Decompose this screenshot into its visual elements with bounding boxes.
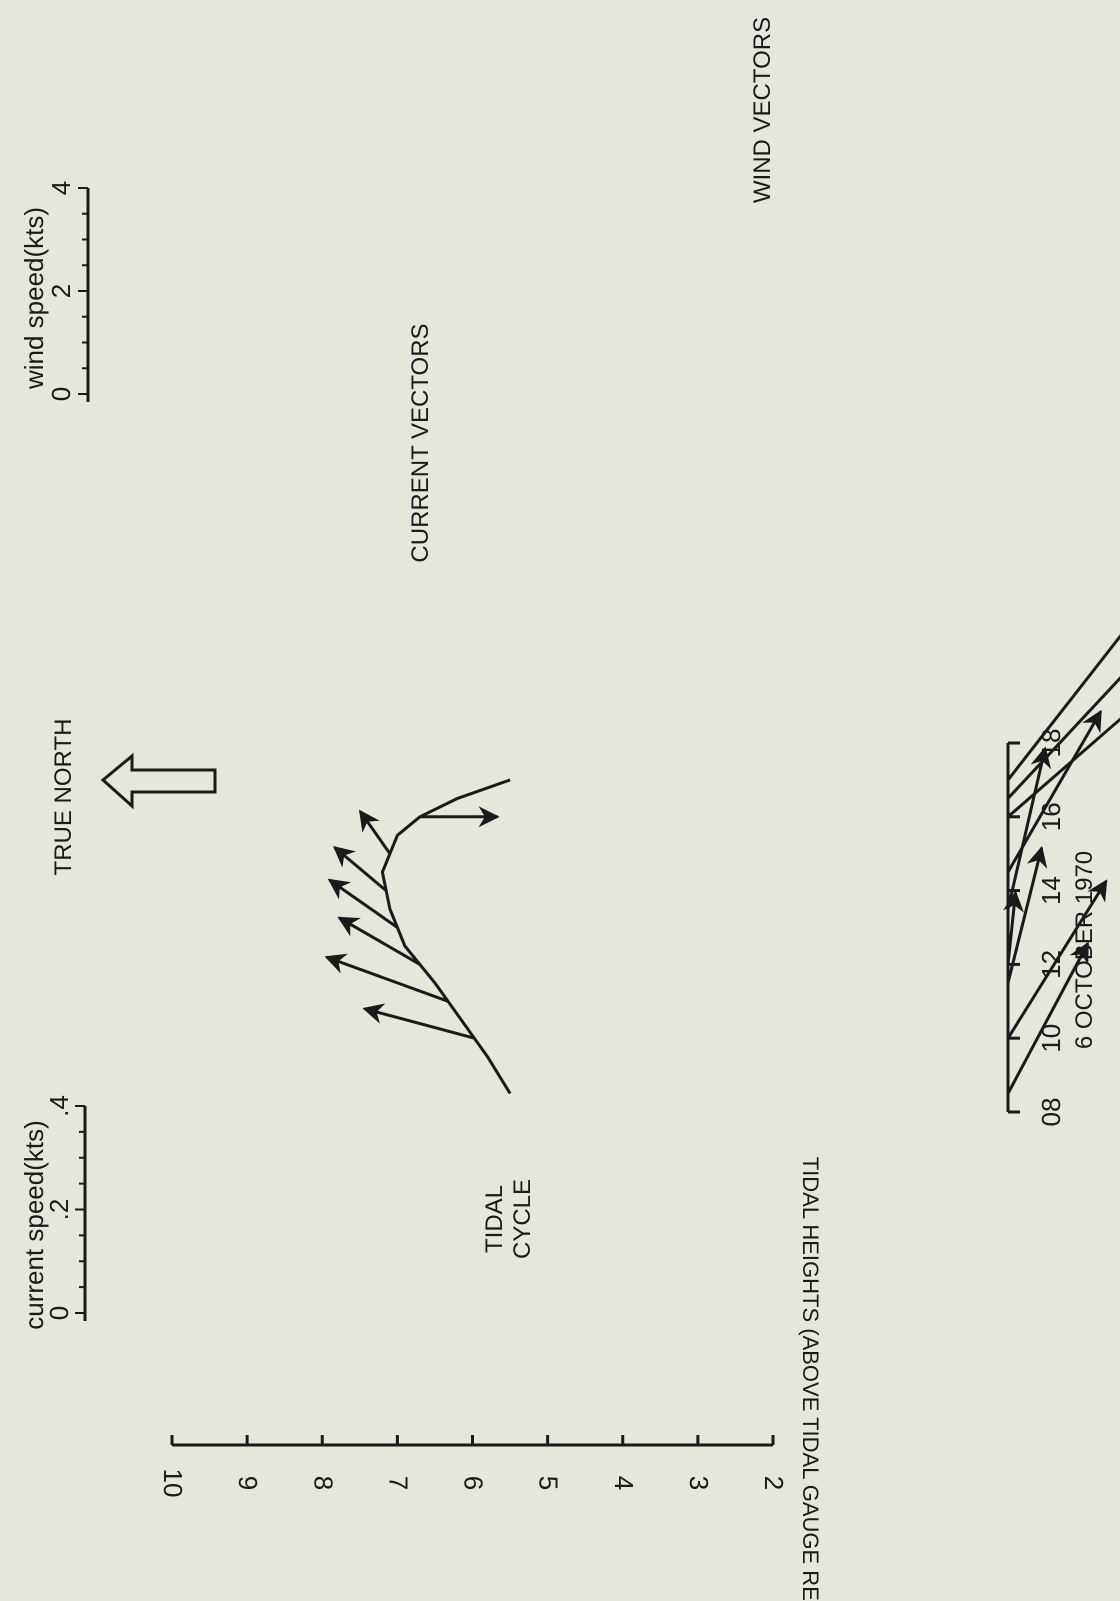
- tidal-height-tick-label: 2: [759, 1476, 789, 1490]
- tidal-height-tick-label: 7: [383, 1476, 413, 1490]
- tidal-height-tick-label: 6: [459, 1476, 489, 1490]
- wind-vector-arrow: [1007, 717, 1120, 818]
- current-speed-scale-tick-label: .2: [44, 1199, 74, 1221]
- wind-vector-arrow: [1006, 709, 1102, 873]
- current-vector-arrow: [358, 809, 392, 855]
- wind-speed-scale-tick-label: 4: [46, 181, 76, 195]
- current-vector-arrow: [327, 878, 399, 929]
- time-tick-label: 10: [1036, 1024, 1066, 1053]
- wind-vector-arrow: [1006, 746, 1052, 910]
- current-vectors-label: CURRENT VECTORS: [407, 323, 434, 562]
- time-tick-label: 14: [1036, 876, 1066, 905]
- tidal-height-axis-title: TIDAL HEIGHTS (ABOVE TIDAL GAUGE REF.): [798, 1157, 823, 1601]
- current-vector-arrow: [324, 953, 449, 1003]
- tidal-cycle-label-line1: TIDAL: [481, 1185, 508, 1253]
- current-speed-scale-tick-label: .4: [44, 1095, 74, 1117]
- tidal-cycle-curve: [380, 778, 512, 1095]
- wind-vector-arrow: [1006, 941, 1090, 1095]
- wind-vectors-label: WIND VECTORS: [749, 17, 776, 203]
- current-vector-arrow: [362, 1003, 475, 1040]
- tidal-height-tick-label: 8: [308, 1476, 338, 1490]
- wind-speed-scale-label: wind speed(kts): [19, 207, 49, 390]
- wind-vectors: [1003, 634, 1120, 1095]
- current-vectors: [324, 806, 500, 1040]
- tidal-height-tick-label: 10: [158, 1469, 188, 1498]
- wind-speed-scale-tick-label: 0: [46, 387, 76, 401]
- wind-speed-scale: 0 2 4: [46, 181, 90, 402]
- wind-vector-arrow: [1006, 634, 1120, 781]
- wind-vector-arrow: [1003, 890, 1024, 965]
- current-vector-arrow: [337, 916, 421, 966]
- tidal-cycle-label-line2: CYCLE: [509, 1179, 536, 1259]
- wind-vector-arrow: [1006, 879, 1108, 1039]
- current-vector-arrow: [332, 846, 388, 892]
- tidal-cycle-line: [380, 778, 512, 1095]
- wind-vector-arrow: [1006, 676, 1120, 800]
- tidal-height-tick-label: 5: [534, 1476, 564, 1490]
- current-speed-scale: 0 .2 .4: [44, 1095, 87, 1321]
- current-speed-scale-tick-label: 0: [44, 1306, 74, 1320]
- tidal-height-tick-label: 4: [609, 1476, 639, 1490]
- true-north-arrow-icon: [100, 752, 217, 810]
- time-tick-label: 08: [1036, 1098, 1066, 1127]
- true-north-label: TRUE NORTH: [50, 719, 77, 876]
- tidal-height-axis: 10 9 8 7 6 5 4 3 2: [158, 1435, 789, 1497]
- wind-vector-arrow: [1006, 845, 1048, 984]
- tidal-height-tick-label: 9: [233, 1476, 263, 1490]
- tidal-height-tick-label: 3: [684, 1476, 714, 1490]
- current-speed-scale-label: current speed(kts): [19, 1120, 49, 1330]
- wind-speed-scale-tick-label: 2: [46, 284, 76, 298]
